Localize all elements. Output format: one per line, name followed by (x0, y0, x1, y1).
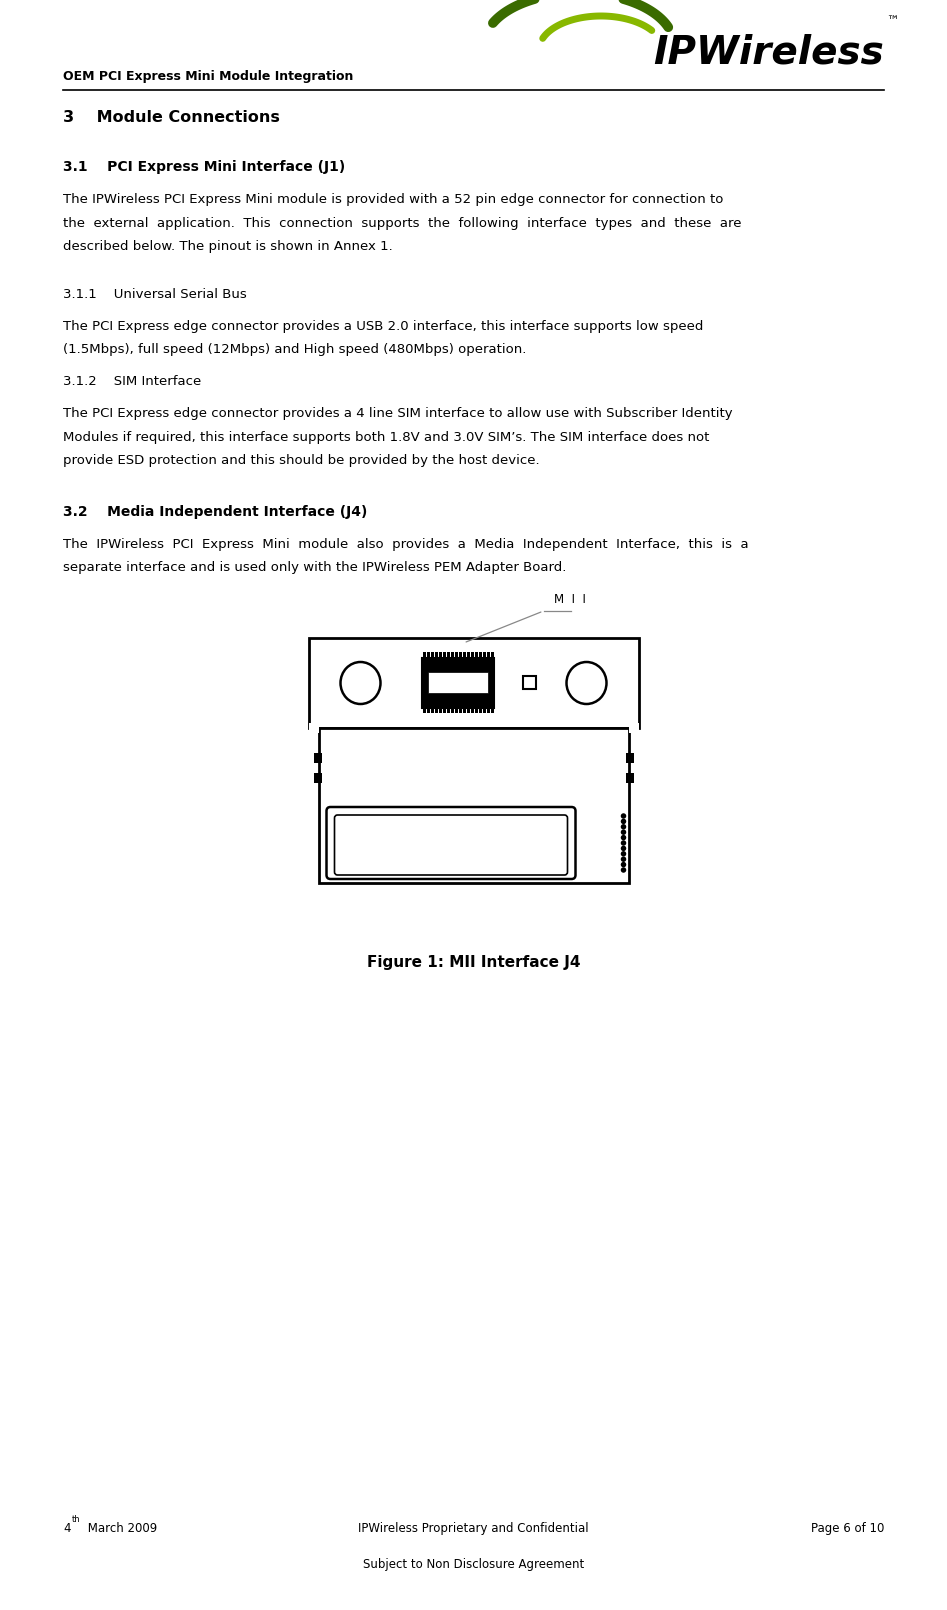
Bar (447, 652, 450, 658)
Bar (313, 773, 321, 782)
Bar (463, 708, 466, 713)
Circle shape (620, 852, 626, 857)
Bar (309, 638, 638, 728)
Text: the  external  application.  This  connection  supports  the  following  interfa: the external application. This connectio… (63, 216, 742, 230)
Text: IPWireless Proprietary and Confidential: IPWireless Proprietary and Confidential (358, 1521, 589, 1534)
Bar (455, 708, 458, 713)
Bar (451, 708, 455, 713)
Bar (471, 708, 474, 713)
Bar (626, 753, 634, 763)
Bar (422, 658, 494, 708)
Bar (422, 708, 426, 713)
Text: Subject to Non Disclosure Agreement: Subject to Non Disclosure Agreement (363, 1558, 584, 1571)
Bar (318, 728, 629, 882)
FancyBboxPatch shape (334, 815, 567, 874)
Text: OEM PCI Express Mini Module Integration: OEM PCI Express Mini Module Integration (63, 69, 353, 84)
Text: The PCI Express edge connector provides a 4 line SIM interface to allow use with: The PCI Express edge connector provides … (63, 407, 733, 420)
Bar (467, 708, 470, 713)
Text: Modules if required, this interface supports both 1.8V and 3.0V SIM’s. The SIM i: Modules if required, this interface supp… (63, 430, 709, 443)
Text: ™: ™ (886, 14, 899, 27)
Bar (491, 652, 494, 658)
Bar (309, 723, 318, 733)
Text: IPWireless: IPWireless (653, 34, 884, 72)
Bar (435, 652, 438, 658)
Bar (471, 652, 474, 658)
Bar (458, 708, 462, 713)
Circle shape (620, 836, 626, 840)
Bar (491, 708, 494, 713)
Text: th: th (72, 1515, 80, 1525)
Bar (474, 708, 478, 713)
Bar (629, 723, 638, 733)
Bar (467, 652, 470, 658)
Text: March 2009: March 2009 (84, 1521, 157, 1534)
Bar (487, 652, 491, 658)
Text: 3.1    PCI Express Mini Interface (J1): 3.1 PCI Express Mini Interface (J1) (63, 159, 346, 174)
Bar (435, 708, 438, 713)
Bar (483, 652, 486, 658)
Bar (442, 708, 446, 713)
Text: The PCI Express edge connector provides a USB 2.0 interface, this interface supp: The PCI Express edge connector provides … (63, 320, 704, 333)
Bar (455, 652, 458, 658)
Bar (523, 676, 536, 689)
Circle shape (620, 829, 626, 836)
Circle shape (620, 840, 626, 845)
Text: separate interface and is used only with the IPWireless PEM Adapter Board.: separate interface and is used only with… (63, 562, 566, 575)
Bar (427, 652, 430, 658)
Bar (431, 652, 434, 658)
Circle shape (620, 818, 626, 824)
Bar (463, 652, 466, 658)
Bar (431, 708, 434, 713)
Bar (474, 652, 478, 658)
Text: (1.5Mbps), full speed (12Mbps) and High speed (480Mbps) operation.: (1.5Mbps), full speed (12Mbps) and High … (63, 343, 527, 356)
Bar (478, 708, 482, 713)
Text: The  IPWireless  PCI  Express  Mini  module  also  provides  a  Media  Independe: The IPWireless PCI Express Mini module a… (63, 538, 749, 551)
Text: described below. The pinout is shown in Annex 1.: described below. The pinout is shown in … (63, 240, 393, 253)
Bar (626, 773, 634, 782)
Text: 3.1.2    SIM Interface: 3.1.2 SIM Interface (63, 375, 202, 388)
Text: 3.2    Media Independent Interface (J4): 3.2 Media Independent Interface (J4) (63, 506, 367, 518)
Text: 4: 4 (63, 1521, 70, 1534)
Circle shape (620, 813, 626, 819)
Bar (427, 708, 430, 713)
FancyBboxPatch shape (327, 807, 576, 879)
Bar (483, 708, 486, 713)
Text: M  I  I: M I I (553, 592, 585, 605)
Ellipse shape (566, 662, 606, 704)
Circle shape (620, 861, 626, 868)
Bar (422, 652, 426, 658)
Bar (478, 652, 482, 658)
Circle shape (620, 845, 626, 852)
Bar (458, 652, 462, 658)
Bar (438, 652, 442, 658)
Bar (438, 708, 442, 713)
Text: provide ESD protection and this should be provided by the host device.: provide ESD protection and this should b… (63, 454, 540, 467)
Text: 3    Module Connections: 3 Module Connections (63, 109, 280, 126)
Text: Figure 1: MII Interface J4: Figure 1: MII Interface J4 (366, 955, 581, 969)
Bar (442, 652, 446, 658)
Circle shape (620, 857, 626, 861)
Text: The IPWireless PCI Express Mini module is provided with a 52 pin edge connector : The IPWireless PCI Express Mini module i… (63, 193, 724, 206)
Bar (313, 753, 321, 763)
Text: 3.1.1    Universal Serial Bus: 3.1.1 Universal Serial Bus (63, 288, 247, 301)
Text: Page 6 of 10: Page 6 of 10 (811, 1521, 884, 1534)
Circle shape (620, 824, 626, 829)
Ellipse shape (341, 662, 381, 704)
Circle shape (620, 868, 626, 873)
Bar (451, 652, 455, 658)
Bar (428, 673, 489, 694)
Bar (447, 708, 450, 713)
Bar (487, 708, 491, 713)
